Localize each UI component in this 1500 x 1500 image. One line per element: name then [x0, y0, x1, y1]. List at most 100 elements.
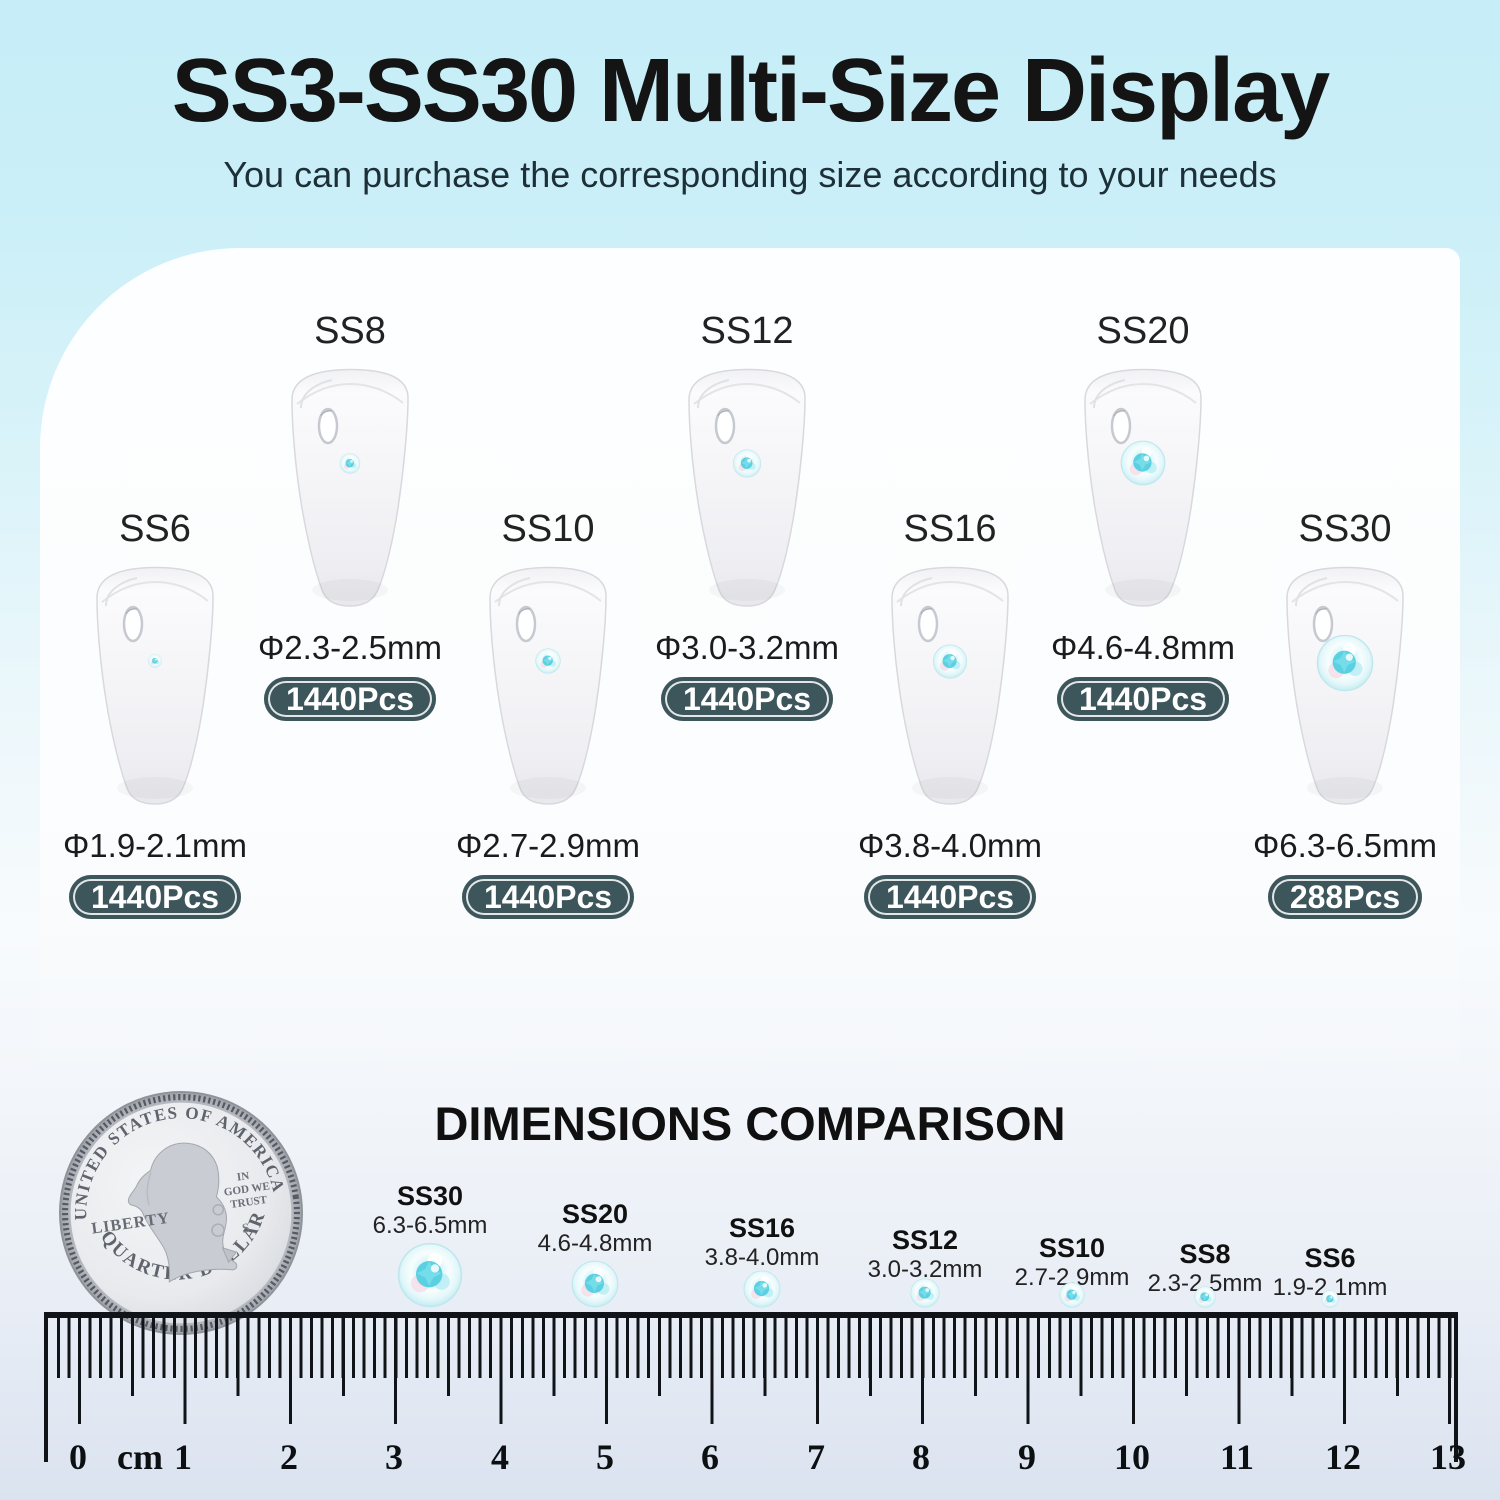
comparison-gem-ss8 [1194, 1286, 1216, 1308]
nail-column-ss10: SS10 Φ2.7-2.9mm 1440Pcs [428, 510, 668, 919]
comparison-gem-ss12 [910, 1278, 940, 1308]
rhinestone-gem [148, 654, 162, 668]
ruler-number: 4 [491, 1437, 509, 1477]
ruler-number: 8 [912, 1437, 930, 1477]
comparison-item-label: SS16 [728, 1213, 796, 1243]
quarter-coin-icon: UNITED STATES OF AMERICA QUARTER DOLLAR … [57, 1089, 303, 1335]
nail-tip-icon [890, 566, 1010, 806]
nail-tip-icon [687, 368, 807, 608]
rhinestone-icon [148, 654, 162, 668]
comparison-item-label: SS6 [1304, 1243, 1356, 1273]
ruler-unit-label: cm [117, 1437, 163, 1477]
comparison-gem-ss30 [397, 1242, 463, 1308]
ruler-number: 10 [1114, 1437, 1150, 1477]
ruler-number: 1 [174, 1437, 192, 1477]
comparison-item-label: SS12 [891, 1225, 959, 1255]
diameter-label: Φ2.7-2.9mm [455, 827, 641, 864]
comparison-item-size: 3.8-4.0mm [704, 1244, 820, 1271]
nail-tip-icon [488, 566, 608, 806]
nail-tip-icon [95, 566, 215, 806]
comparison-item-ss8: SS8 2.3-2.5mm [1115, 1240, 1295, 1297]
nail-tip-icon [290, 368, 410, 608]
nail-tip-icon [1083, 368, 1203, 608]
ruler-number: 11 [1219, 1437, 1255, 1477]
comparison-item-size: 4.6-4.8mm [537, 1230, 653, 1257]
comparison-item-label: SS20 [561, 1199, 629, 1229]
ruler-number: 7 [807, 1437, 825, 1477]
ruler-number: 13 [1430, 1437, 1466, 1477]
comparison-gem-ss6 [1321, 1290, 1339, 1308]
nail-tip-image [1077, 366, 1209, 609]
rhinestone-gem [1316, 634, 1374, 692]
comparison-item-ss20: SS20 4.6-4.8mm [505, 1200, 685, 1257]
ss-size-label: SS8 [314, 310, 386, 352]
rhinestone-icon [732, 449, 762, 478]
quarter-coin-image: UNITED STATES OF AMERICA QUARTER DOLLAR … [40, 1072, 322, 1354]
ss-size-label: SS12 [700, 310, 794, 352]
quantity-badge: 1440Pcs [68, 875, 242, 919]
quantity-badge: 1440Pcs [1056, 677, 1230, 721]
comparison-item-size: 6.3-6.5mm [372, 1212, 488, 1239]
coin-motto-line3: TRUST [230, 1194, 269, 1211]
diameter-label: Φ6.3-6.5mm [1252, 827, 1438, 864]
nail-column-ss30: SS30 Φ6.3-6.5mm 288Pcs [1225, 510, 1465, 919]
nail-column-ss16: SS16 Φ3.8-4.0mm 1440Pcs [830, 510, 1070, 919]
quantity-badge: 1440Pcs [863, 875, 1037, 919]
rhinestone-gem [535, 648, 561, 674]
rhinestone-gem [339, 453, 361, 474]
coin-mint-mark: S [241, 1220, 250, 1236]
ruler-number: 6 [701, 1437, 719, 1477]
rhinestone-icon [932, 644, 968, 679]
comparison-item-ss30: SS30 6.3-6.5mm [340, 1182, 520, 1239]
comparison-item-ss12: SS12 3.0-3.2mm [835, 1226, 1015, 1283]
ss-size-label: SS16 [903, 508, 997, 550]
rhinestone-gem [1120, 440, 1166, 486]
quantity-badge: 288Pcs [1267, 875, 1423, 919]
washington-bust [127, 1142, 238, 1283]
rhinestone-icon [1120, 440, 1166, 486]
nail-column-ss12: SS12 Φ3.0-3.2mm 1440Pcs [627, 312, 867, 721]
comparison-item-label: SS8 [1179, 1239, 1231, 1269]
ruler-number: 5 [596, 1437, 614, 1477]
ss-size-label: SS30 [1298, 508, 1392, 550]
ruler-number: 3 [385, 1437, 403, 1477]
coin-motto-line1: IN [236, 1170, 250, 1184]
rhinestone-gem [932, 644, 968, 679]
nail-tip-image [89, 564, 221, 807]
diameter-label: Φ4.6-4.8mm [1050, 629, 1236, 666]
ruler-number: 12 [1325, 1437, 1361, 1477]
ruler: 0 cm 1 2 3 4 5 6 7 8 9 10 11 12 13 [44, 1312, 1466, 1477]
nail-tip-image [681, 366, 813, 609]
page-subtitle: You can purchase the corresponding size … [223, 153, 1277, 195]
nail-column-ss20: SS20 Φ4.6-4.8mm 1440Pcs [1023, 312, 1263, 721]
comparison-item-ss16: SS16 3.8-4.0mm [672, 1214, 852, 1271]
diameter-label: Φ3.0-3.2mm [654, 629, 840, 666]
ss-size-label: SS10 [501, 508, 595, 550]
quantity-badge: 1440Pcs [263, 677, 437, 721]
comparison-gem-ss10 [1059, 1282, 1085, 1308]
ruler-number: 0 [69, 1437, 87, 1477]
ruler-number: 2 [280, 1437, 298, 1477]
nail-column-ss8: SS8 Φ2.3-2.5mm 1440Pcs [230, 312, 470, 721]
nail-column-ss6: SS6 Φ1.9-2.1mm 1440Pcs [35, 510, 275, 919]
diameter-label: Φ2.3-2.5mm [257, 629, 443, 666]
nail-tip-image [884, 564, 1016, 807]
rhinestone-gem [732, 449, 762, 478]
ss-size-label: SS20 [1096, 310, 1190, 352]
rhinestone-icon [1316, 634, 1374, 692]
nail-tip-image [482, 564, 614, 807]
ruler-number: 9 [1018, 1437, 1036, 1477]
comparison-item-label: SS30 [396, 1181, 464, 1211]
quantity-badge: 1440Pcs [660, 677, 834, 721]
page-title: SS3-SS30 Multi-Size Display [171, 41, 1330, 141]
comparison-item-size: 3.0-3.2mm [867, 1256, 983, 1283]
ss-size-label: SS6 [119, 508, 191, 550]
nail-tip-image [1279, 564, 1411, 807]
quantity-badge: 1440Pcs [461, 875, 635, 919]
rhinestone-icon [535, 648, 561, 674]
header: SS3-SS30 Multi-Size Display You can purc… [0, 40, 1500, 196]
comparison-gem-ss16 [743, 1270, 781, 1308]
comparison-gem-ss20 [571, 1260, 619, 1308]
comparison-item-label: SS10 [1038, 1233, 1106, 1263]
